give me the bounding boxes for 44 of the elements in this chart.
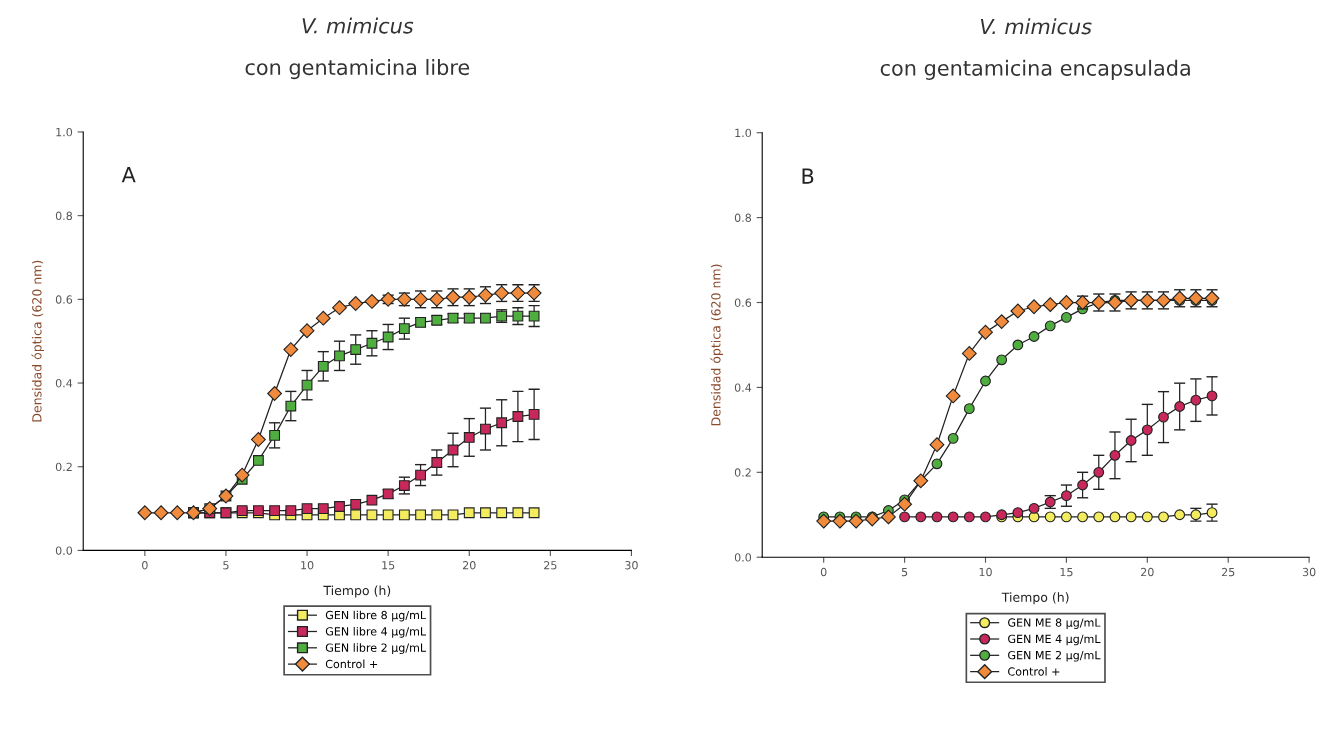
x-tick-label: 10: [979, 567, 992, 577]
y-tick-label: 1.0: [735, 128, 752, 138]
x-tick-label: 15: [1060, 567, 1073, 577]
x-tick-label: 5: [223, 561, 229, 570]
chart-subtitle: con gentamicina libre: [245, 59, 470, 80]
x-tick-label: 30: [1302, 567, 1316, 577]
legend-label: GEN ME 2 µg/mL: [1008, 650, 1101, 662]
y-tick-label: 0.0: [55, 546, 73, 555]
chart-title: V. mimicus: [980, 18, 1092, 35]
y-tick-label: 0.6: [55, 295, 73, 304]
x-tick-label: 30: [625, 561, 638, 570]
y-tick-label: 0.4: [55, 379, 73, 388]
x-tick-label: 10: [301, 561, 314, 570]
x-tick-label: 20: [1141, 567, 1154, 577]
x-tick-label: 0: [142, 561, 148, 570]
legend-label: GEN ME 8 µg/mL: [1008, 618, 1101, 629]
y-tick-label: 0.8: [734, 213, 752, 222]
legend-label: GEN libre 4 µg/mL: [325, 626, 427, 638]
y-axis-title: Densidad óptica (620 nm): [710, 264, 724, 426]
y-axis-title: Densidad óptica (620 nm): [31, 260, 45, 422]
legend-label: GEN ME 4 µg/mL: [1008, 634, 1101, 646]
legend-label: Control +: [325, 659, 378, 669]
y-tick-label: 0.6: [734, 298, 752, 307]
x-axis-title: Tiempo (h): [323, 585, 391, 598]
chart-subtitle: con gentamicina encapsulada: [880, 59, 1190, 80]
x-tick-label: 5: [901, 567, 908, 577]
y-tick-label: 0.0: [734, 553, 752, 562]
x-tick-label: 0: [820, 567, 827, 577]
x-axis-title: Tiempo (h): [1001, 592, 1069, 605]
y-tick-label: 1.0: [56, 127, 73, 137]
y-tick-label: 0.2: [55, 462, 72, 472]
y-tick-label: 0.4: [734, 383, 752, 392]
x-tick-label: 15: [382, 561, 395, 570]
annotation: A: [121, 166, 136, 183]
x-tick-label: 20: [462, 561, 476, 570]
y-tick-label: 0.2: [734, 468, 751, 477]
x-tick-label: 25: [544, 561, 557, 570]
annotation: B: [802, 168, 814, 184]
legend-label: Control +: [1008, 667, 1060, 676]
legend-label: GEN libre 2 µg/mL: [325, 643, 427, 655]
legend-label: GEN libre 8 µg/mL: [325, 610, 427, 622]
x-tick-label: 25: [1221, 567, 1235, 577]
y-tick-label: 0.8: [55, 211, 73, 221]
chart-title: V. mimicus: [302, 17, 414, 34]
